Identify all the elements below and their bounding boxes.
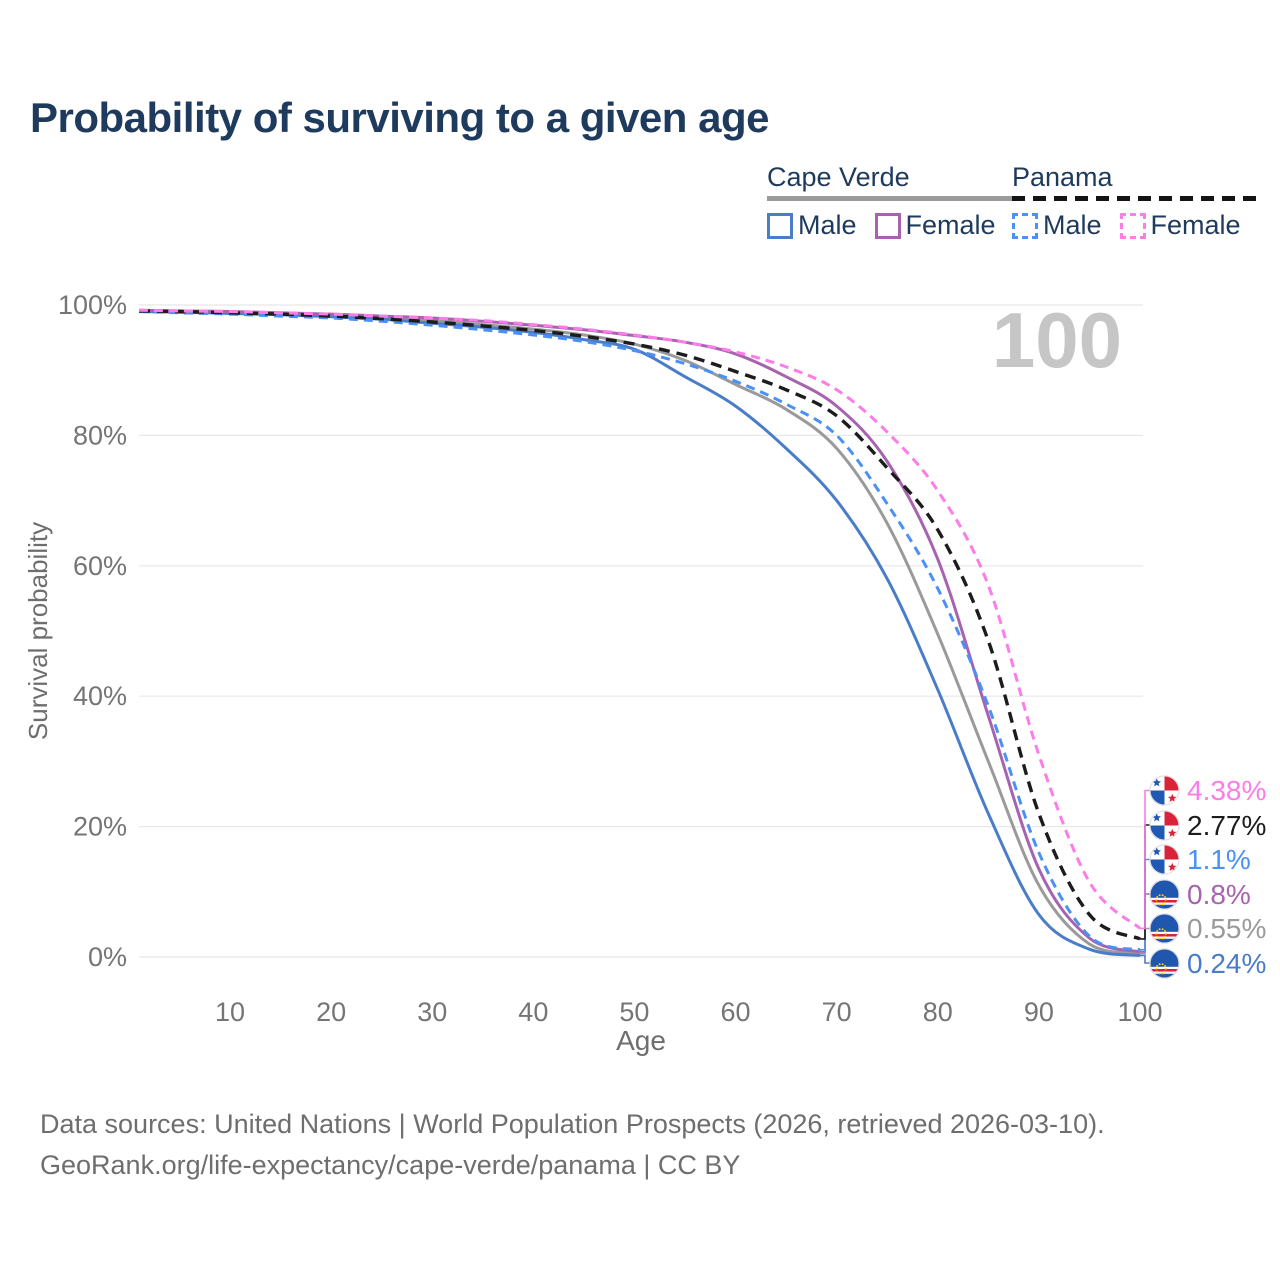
- legend-label-cape-verde-male[interactable]: Male: [798, 210, 857, 240]
- legend-label-cape-verde-female[interactable]: Female: [905, 210, 996, 240]
- line-cape-verde-total[interactable]: [138, 309, 1141, 955]
- footer: Data sources: United Nations | World Pop…: [40, 1104, 1105, 1186]
- panama-flag-icon: [1149, 809, 1180, 841]
- y-tick-100: 100%: [58, 290, 127, 320]
- legend-swatch-panama-female[interactable]: [1119, 212, 1146, 239]
- cape-verde-solid-line-swatch: [767, 196, 1014, 201]
- line-cape-verde-male[interactable]: [138, 310, 1141, 957]
- end-label-value: 0.55%: [1187, 913, 1267, 944]
- legend-label-panama-female[interactable]: Female: [1150, 210, 1241, 240]
- legend-group-cape-verde: Cape Verde Male Female: [767, 162, 1014, 241]
- y-tick-60: 60%: [73, 551, 127, 581]
- x-tick-40: 40: [518, 997, 548, 1027]
- y-axis-title: Survival probability: [23, 522, 53, 740]
- page-title: Probability of surviving to a given age: [30, 94, 769, 141]
- legend-label-panama-male[interactable]: Male: [1043, 210, 1102, 240]
- cape-verde-flag-icon: [1149, 947, 1180, 979]
- end-label-cape-verde-total[interactable]: 0.55%: [1149, 913, 1266, 944]
- x-tick-60: 60: [721, 997, 751, 1027]
- x-tick-20: 20: [316, 997, 346, 1027]
- end-label-panama-male[interactable]: 1.1%: [1149, 844, 1251, 875]
- end-label-value: 0.8%: [1187, 878, 1251, 910]
- line-panama-male[interactable]: [138, 310, 1141, 952]
- line-panama-female[interactable]: [138, 308, 1142, 930]
- end-label-panama-female[interactable]: 4.38%: [1149, 775, 1266, 806]
- x-tick-10: 10: [215, 997, 245, 1027]
- y-tick-0: 0%: [88, 942, 127, 972]
- panama-dashed-line-swatch: [1012, 196, 1259, 201]
- legend-group-panama: Panama Male Female: [1012, 162, 1259, 241]
- line-panama-total[interactable]: [138, 309, 1141, 941]
- end-label-connector-cape-verde-male: [1140, 954, 1150, 964]
- data-sources-note: Data sources: United Nations | World Pop…: [40, 1109, 1105, 1139]
- y-tick-80: 80%: [73, 420, 127, 450]
- end-label-value: 0.24%: [1187, 947, 1267, 979]
- legend-swatch-cape-verde-female[interactable]: [874, 212, 901, 239]
- legend-group-title-cape-verde[interactable]: Cape Verde: [767, 162, 910, 192]
- panama-flag-icon: [1149, 775, 1180, 806]
- legend-swatch-panama-male[interactable]: [1012, 212, 1038, 239]
- end-label-panama-total[interactable]: 2.77%: [1149, 810, 1266, 841]
- cape-verde-flag-icon: [1149, 913, 1180, 944]
- age-watermark: 100: [992, 296, 1122, 384]
- end-label-cape-verde-female[interactable]: 0.8%: [1149, 879, 1251, 910]
- panama-flag-icon: [1149, 844, 1180, 875]
- end-label-cape-verde-male[interactable]: 0.24%: [1149, 948, 1266, 979]
- line-cape-verde-female[interactable]: [138, 308, 1141, 954]
- cape-verde-flag-icon: [1149, 878, 1180, 910]
- x-tick-30: 30: [417, 997, 447, 1027]
- end-label-connector-panama-female: [1140, 789, 1150, 930]
- legend-swatch-cape-verde-male[interactable]: [767, 212, 793, 239]
- y-tick-20: 20%: [73, 812, 127, 842]
- x-axis-title: Age: [616, 1025, 666, 1056]
- end-label-value: 1.1%: [1187, 844, 1251, 875]
- legend-group-title-panama[interactable]: Panama: [1012, 162, 1113, 192]
- y-tick-40: 40%: [73, 681, 127, 711]
- attribution-note: GeoRank.org/life-expectancy/cape-verde/p…: [40, 1150, 741, 1180]
- end-label-value: 2.77%: [1187, 809, 1267, 841]
- x-tick-90: 90: [1024, 997, 1054, 1027]
- x-tick-100: 100: [1117, 997, 1162, 1027]
- x-tick-80: 80: [923, 997, 953, 1027]
- x-tick-50: 50: [619, 997, 649, 1027]
- x-tick-70: 70: [822, 997, 852, 1027]
- end-label-value: 4.38%: [1187, 775, 1267, 806]
